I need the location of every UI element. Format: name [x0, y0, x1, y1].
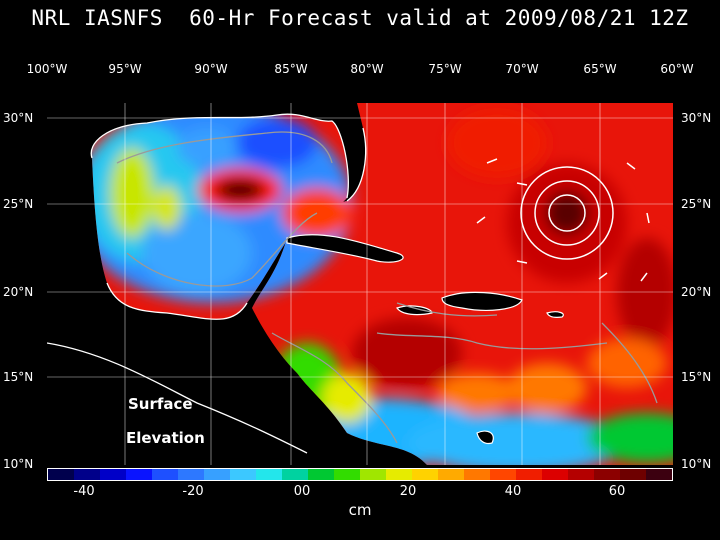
lon-label-70w: 70°W	[505, 62, 539, 76]
sea-surface-field	[91, 103, 673, 465]
colorbar-swatch	[282, 469, 308, 480]
colorbar-tick-minus40: -40	[73, 484, 95, 499]
colorbar	[47, 468, 673, 481]
lon-label-60w: 60°W	[660, 62, 694, 76]
colorbar-swatch	[230, 469, 256, 480]
lat-label-15n-left: 15°N	[3, 370, 34, 384]
lon-label-65w: 65°W	[583, 62, 617, 76]
lat-label-20n-left: 20°N	[3, 285, 34, 299]
lat-label-25n-right: 25°N	[681, 197, 712, 211]
colorbar-swatch	[620, 469, 646, 480]
lat-label-15n-right: 15°N	[681, 370, 712, 384]
lon-label-80w: 80°W	[350, 62, 384, 76]
colorbar-swatch	[542, 469, 568, 480]
islands	[286, 234, 564, 445]
colorbar-tick-40: 40	[504, 484, 522, 499]
coastlines	[47, 113, 367, 454]
lat-label-25n-left: 25°N	[3, 197, 34, 211]
graticule	[47, 103, 673, 465]
bathymetry-contours	[116, 131, 658, 444]
colorbar-tick-20: 20	[399, 484, 417, 499]
lat-label-20n-right: 20°N	[681, 285, 712, 299]
colorbar-unit: cm	[348, 501, 372, 519]
colorbar-swatch	[308, 469, 334, 480]
lon-label-85w: 85°W	[274, 62, 308, 76]
overlay-label-elevation: Elevation	[126, 429, 205, 447]
lat-label-30n-right: 30°N	[681, 111, 712, 125]
colorbar-swatch	[48, 469, 74, 480]
colorbar-swatch	[568, 469, 594, 480]
colorbar-swatch	[438, 469, 464, 480]
lon-label-75w: 75°W	[428, 62, 462, 76]
colorbar-swatch	[204, 469, 230, 480]
lat-label-10n-right: 10°N	[681, 457, 712, 471]
colorbar-swatch	[360, 469, 386, 480]
colorbar-tick-00: 00	[293, 484, 311, 499]
colorbar-tick-60: 60	[608, 484, 626, 499]
colorbar-swatch	[334, 469, 360, 480]
map-title: NRL IASNFS 60-Hr Forecast valid at 2009/…	[31, 6, 689, 30]
colorbar-swatch	[256, 469, 282, 480]
lon-label-100w: 100°W	[26, 62, 68, 76]
colorbar-swatch	[646, 469, 672, 480]
colorbar-swatch	[412, 469, 438, 480]
map-canvas	[47, 103, 673, 465]
current-vectors	[476, 158, 650, 282]
colorbar-swatch	[490, 469, 516, 480]
lon-label-95w: 95°W	[108, 62, 142, 76]
surface-elevation-map	[47, 103, 673, 465]
lat-label-30n-left: 30°N	[3, 111, 34, 125]
colorbar-swatch	[74, 469, 100, 480]
lon-label-90w: 90°W	[194, 62, 228, 76]
colorbar-swatch	[126, 469, 152, 480]
overlay-label-surface: Surface	[128, 395, 193, 413]
colorbar-swatch	[178, 469, 204, 480]
colorbar-swatch	[386, 469, 412, 480]
colorbar-swatch	[516, 469, 542, 480]
colorbar-swatch	[100, 469, 126, 480]
colorbar-swatch	[594, 469, 620, 480]
colorbar-tick-minus20: -20	[182, 484, 204, 499]
lat-label-10n-left: 10°N	[3, 457, 34, 471]
colorbar-swatch	[152, 469, 178, 480]
colorbar-swatch	[464, 469, 490, 480]
